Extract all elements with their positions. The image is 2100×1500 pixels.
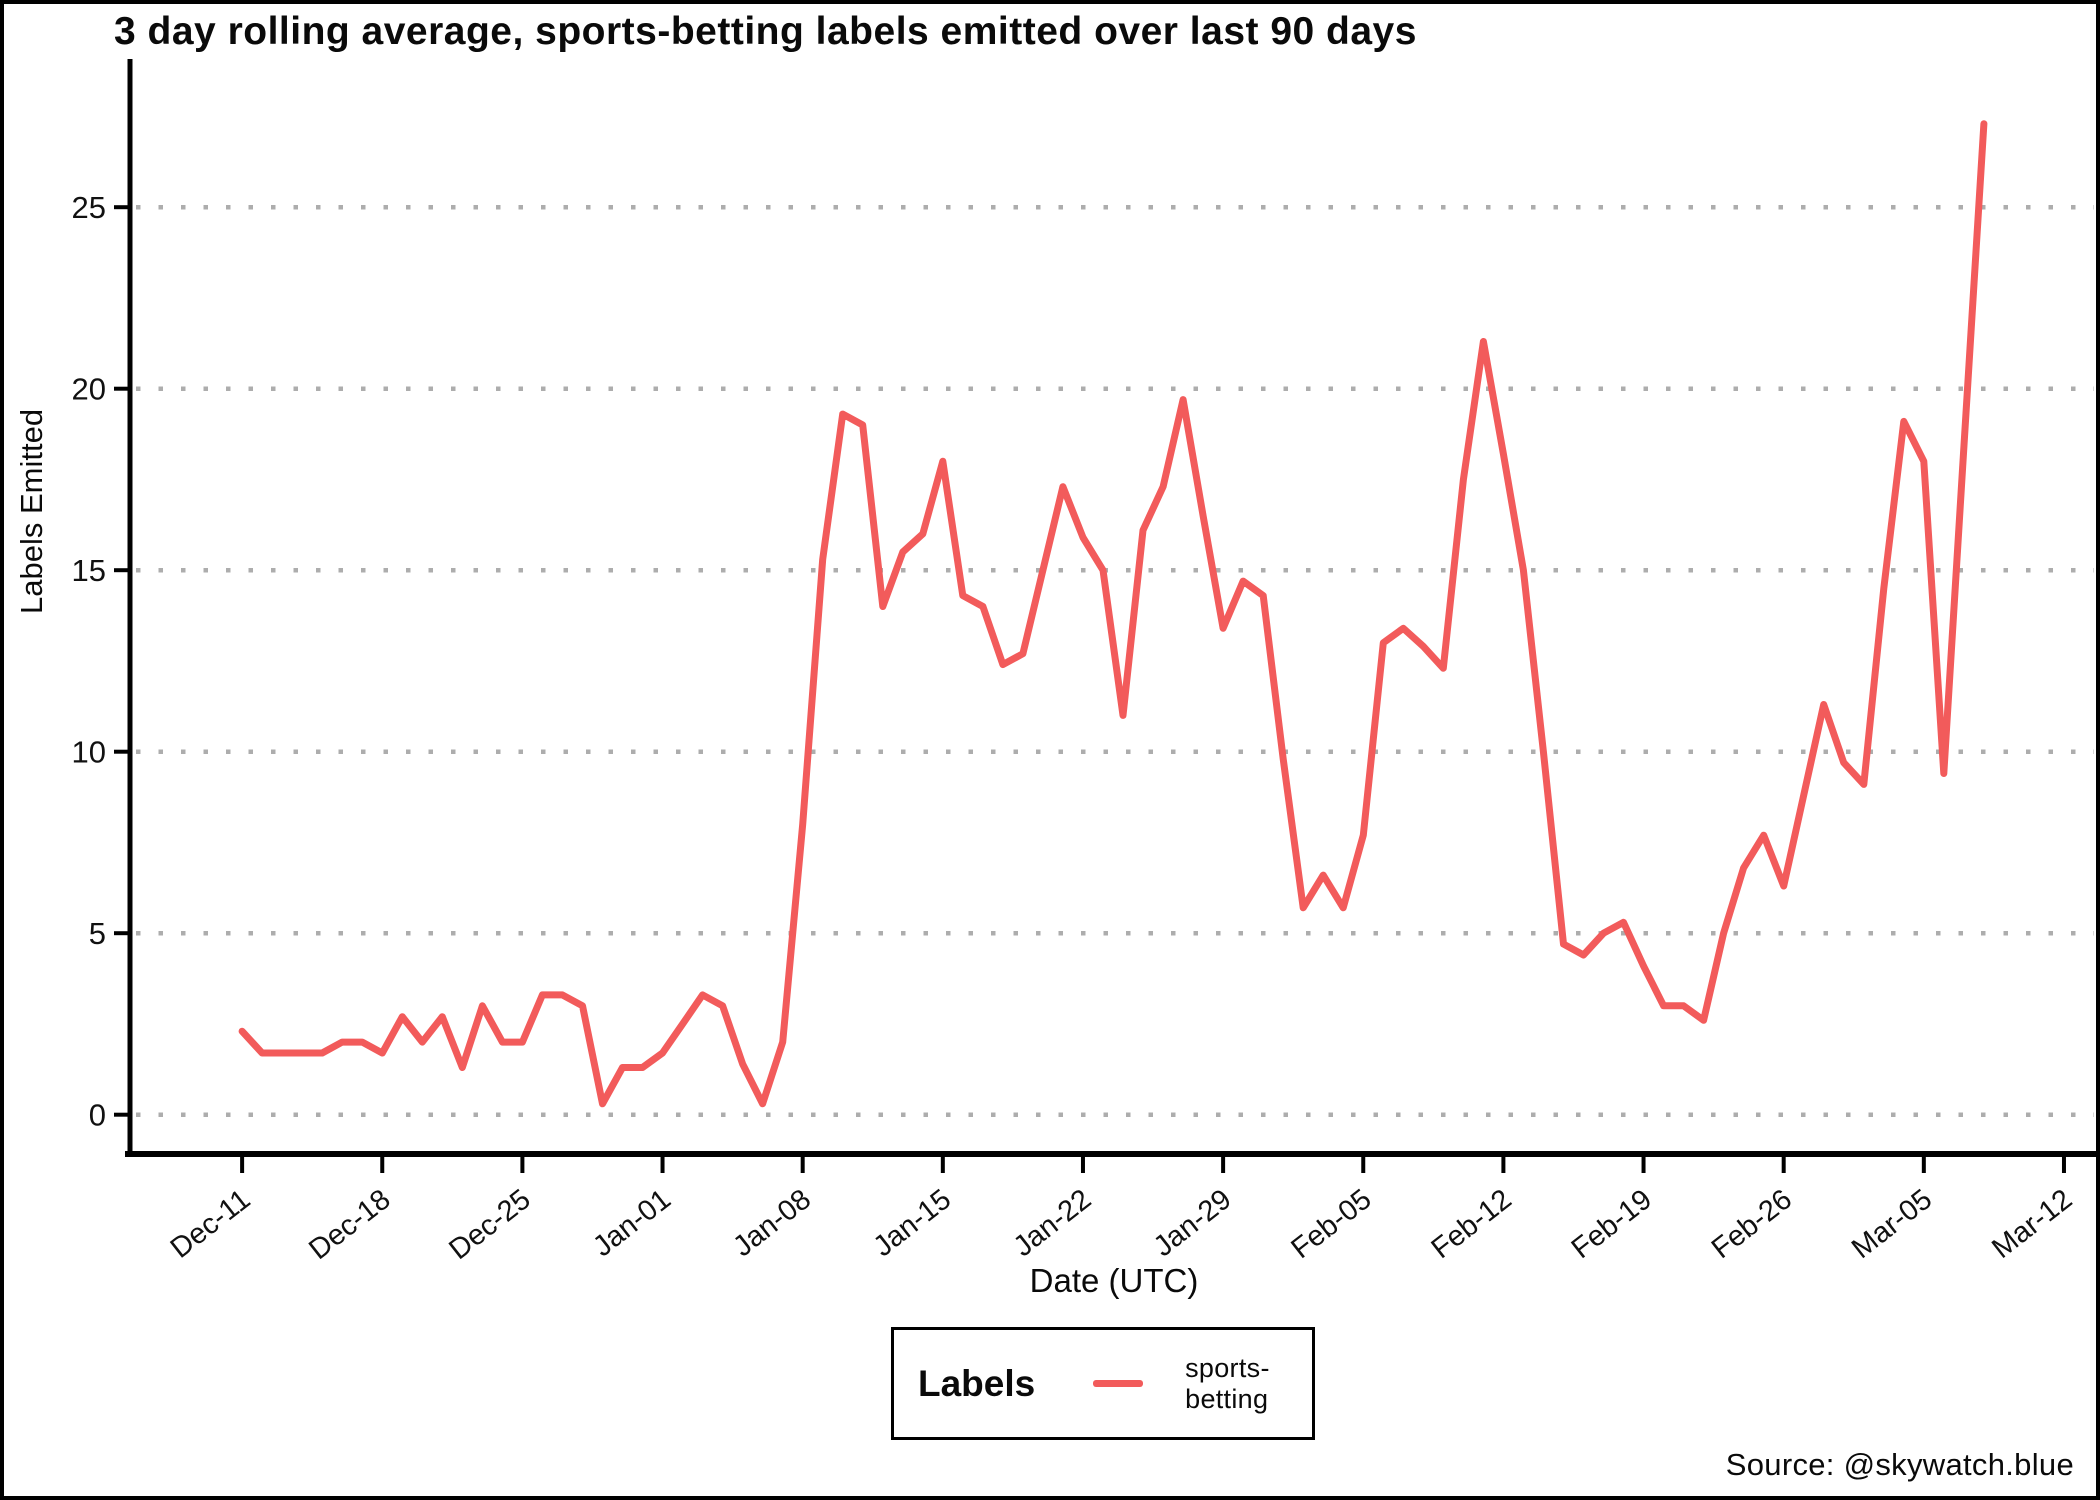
- chart-title: 3 day rolling average, sports-betting la…: [114, 10, 1417, 53]
- x-tick-label: Feb-26: [1706, 1183, 1798, 1265]
- y-axis-ticks: 0 5 10 15 20 25: [72, 190, 128, 1133]
- legend-series-label: sports-betting: [1185, 1352, 1270, 1414]
- x-tick-label: Dec-11: [165, 1183, 257, 1264]
- source-note: Source: @skywatch.blue: [1725, 1447, 2074, 1482]
- x-tick-label: Jan-29: [1148, 1183, 1238, 1263]
- x-axis-ticks: Dec-11 Dec-18 Dec-25 Jan-01 Jan-08 Jan-15 Jan-…: [165, 1157, 2078, 1266]
- y-tick-label: 20: [72, 372, 106, 407]
- x-tick-label: Feb-19: [1566, 1183, 1658, 1265]
- x-tick-label: Feb-05: [1285, 1183, 1377, 1265]
- x-axis-title-text: Date (UTC): [1029, 1262, 1199, 1299]
- legend-box: Labels sports-betting: [891, 1327, 1315, 1440]
- x-axis-title: Date (UTC): [4, 1262, 2096, 1300]
- x-tick-label: Jan-08: [727, 1183, 817, 1263]
- legend-title: Labels: [918, 1362, 1036, 1404]
- y-tick-label: 5: [89, 916, 106, 951]
- legend-line-swatch: [1093, 1380, 1144, 1387]
- y-tick-label: 25: [72, 190, 106, 225]
- y-tick-label: 10: [72, 735, 106, 770]
- x-tick-label: Jan-01: [587, 1183, 677, 1263]
- axes-lines: [125, 59, 2096, 1157]
- x-tick-label: Feb-12: [1426, 1183, 1518, 1265]
- y-tick-label: 15: [72, 553, 106, 588]
- y-axis-title: Labels Emitted: [14, 408, 49, 614]
- x-tick-label: Mar-12: [1986, 1183, 2078, 1265]
- x-tick-label: Jan-15: [868, 1183, 958, 1263]
- x-tick-label: Mar-05: [1846, 1183, 1938, 1265]
- x-tick-label: Jan-22: [1008, 1183, 1098, 1263]
- y-tick-label: 0: [89, 1098, 106, 1133]
- series-line-sports-betting: [238, 120, 1988, 1108]
- x-tick-label: Dec-18: [303, 1183, 396, 1266]
- x-tick-label: Dec-25: [443, 1183, 536, 1266]
- plot-area: 0 5 10 15 20 25 Dec-11 Dec-18 Dec-25 Jan-01 Jan-08…: [72, 59, 2096, 1266]
